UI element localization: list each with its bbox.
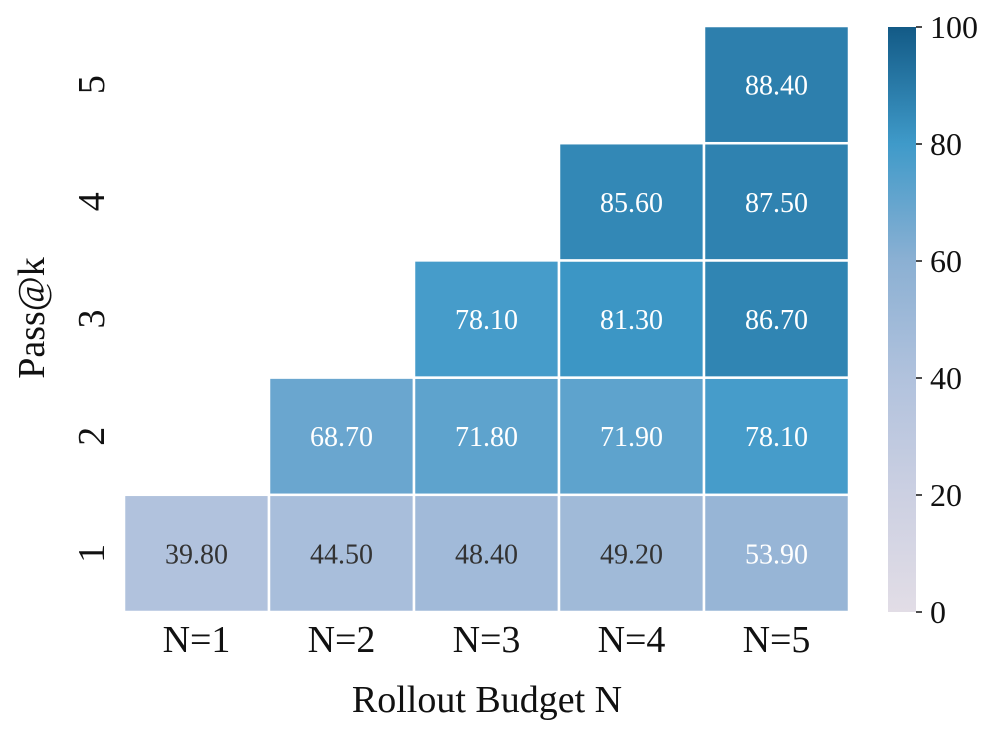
y-axis-label: Pass@k [11, 257, 53, 379]
heatmap-cell-k2-N=2 [267, 376, 416, 497]
colorbar-gradient [888, 27, 916, 612]
cell-value-label: 71.90 [600, 422, 663, 453]
x-tick-label: N=3 [453, 619, 521, 661]
heatmap-cell-k2-N=4 [557, 376, 706, 497]
heatmap-cell-k5-N=5 [702, 24, 851, 145]
colorbar-tick-label: 0 [930, 594, 946, 630]
cell-value-label: 49.20 [600, 539, 663, 570]
x-tick-label: N=1 [163, 619, 231, 661]
cell-value-label: 88.40 [745, 71, 808, 102]
colorbar-tick-label: 40 [930, 360, 962, 396]
x-tick-label: N=4 [598, 619, 666, 661]
x-tick-label: N=5 [743, 619, 811, 661]
heatmap-cell-k3-N=3 [412, 259, 561, 379]
y-tick-label: 5 [71, 75, 113, 94]
x-tick-label: N=2 [308, 619, 376, 661]
cell-value-label: 53.90 [745, 539, 808, 570]
heatmap-cell-k1-N=1 [122, 493, 271, 614]
heatmap-cell-k2-N=3 [412, 376, 561, 497]
colorbar-tick-label: 100 [930, 9, 978, 45]
colorbar-tick-label: 20 [930, 477, 962, 513]
colorbar: 0 20 40 60 80 100 [888, 9, 978, 630]
cell-value-label: 48.40 [455, 539, 518, 570]
y-tick-labels: 1 2 3 4 5 [71, 75, 113, 563]
heatmap-cells [122, 24, 851, 614]
heatmap-cell-k3-N=5 [702, 259, 851, 379]
cell-value-label: 81.30 [600, 305, 663, 336]
cell-value-label: 86.70 [745, 305, 808, 336]
colorbar-tick-label: 80 [930, 126, 962, 162]
heatmap-cell-k4-N=4 [557, 141, 706, 262]
cell-value-label: 71.80 [455, 422, 518, 453]
cell-value-label: 44.50 [310, 539, 373, 570]
cell-value-label: 39.80 [165, 539, 228, 570]
cell-value-label: 78.10 [745, 422, 808, 453]
heatmap-cell-k1-N=2 [267, 493, 416, 614]
x-axis-label: Rollout Budget N [352, 679, 622, 721]
x-tick-labels: N=1 N=2 N=3 N=4 N=5 [163, 619, 811, 661]
cell-annotations: 39.80 44.50 48.40 49.20 53.90 68.70 71.80 71.90… [165, 71, 808, 571]
y-tick-label: 1 [71, 544, 113, 563]
cell-value-label: 87.50 [745, 188, 808, 219]
y-tick-label: 2 [71, 427, 113, 446]
cell-value-label: 78.10 [455, 305, 518, 336]
cell-value-label: 68.70 [310, 422, 373, 453]
heatmap-cell-k2-N=5 [702, 376, 851, 497]
cell-value-label: 85.60 [600, 188, 663, 219]
colorbar-tick-label: 60 [930, 243, 962, 279]
heatmap-cell-k1-N=5 [702, 493, 851, 614]
colorbar-ticks: 0 20 40 60 80 100 [916, 9, 978, 630]
y-tick-label: 4 [71, 192, 113, 211]
y-tick-label: 3 [71, 310, 113, 329]
